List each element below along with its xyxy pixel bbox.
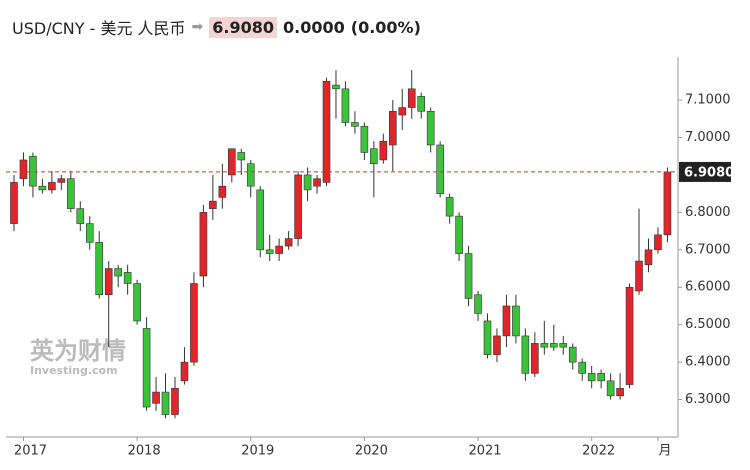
candle-body	[199, 212, 208, 277]
last-price-label: 6.9080	[684, 165, 734, 180]
arrow-icon: ➡	[191, 19, 204, 35]
candle-body	[654, 234, 662, 251]
candle-body	[398, 107, 407, 116]
candle-body	[379, 140, 388, 161]
candle-body	[284, 238, 293, 247]
candle-body	[29, 155, 37, 187]
candle-body	[455, 215, 463, 254]
candle-body	[123, 271, 132, 284]
candle-body	[303, 174, 312, 191]
x-tick-label: 2022	[582, 444, 615, 459]
candle-body	[351, 122, 359, 127]
candle-body	[360, 125, 369, 153]
candle-body	[549, 343, 558, 348]
candle-body	[407, 88, 416, 108]
candle-body	[512, 305, 520, 337]
candle-body	[246, 163, 255, 187]
candle-body	[635, 260, 643, 292]
candle-body	[133, 283, 141, 322]
candle-body	[445, 197, 454, 217]
candle-body	[218, 185, 227, 198]
candle-body	[95, 242, 104, 296]
candle-body	[313, 178, 321, 187]
candle-body	[104, 268, 113, 296]
candle-body	[142, 328, 151, 408]
change-pct: (0.00%)	[350, 17, 421, 37]
y-tick-label: 7.0000	[685, 130, 731, 145]
candle-body	[417, 96, 426, 112]
candle-body	[294, 174, 302, 239]
y-tick-label: 6.4000	[685, 355, 731, 370]
candle-body	[531, 343, 539, 374]
symbol: USD/CNY - 美元 人民币	[12, 19, 186, 38]
last-price: 6.9080	[209, 16, 278, 38]
candle-body	[180, 361, 189, 382]
candle-body	[57, 178, 66, 183]
y-tick-label: 6.3000	[685, 392, 731, 407]
candle-body	[275, 245, 283, 254]
candle-body	[540, 343, 549, 348]
candle-body	[161, 391, 170, 415]
y-tick-label: 6.6000	[685, 280, 731, 295]
x-tick-label: 月	[658, 444, 671, 459]
candle-body	[559, 343, 568, 348]
candle-body	[644, 249, 653, 266]
candle-body	[587, 373, 596, 382]
candle-body	[67, 178, 75, 209]
y-tick-label: 7.1000	[685, 93, 731, 108]
candle-body	[616, 388, 624, 397]
candle-body	[171, 388, 179, 415]
candle-body	[606, 380, 615, 397]
candle-body	[426, 110, 435, 146]
watermark-en: Investing.com	[30, 364, 118, 377]
candle-body	[190, 283, 198, 363]
candle-body	[228, 148, 236, 176]
candle-body	[85, 223, 94, 243]
candle-body	[474, 294, 482, 314]
candle-body	[265, 249, 274, 254]
candle-body	[38, 185, 47, 191]
change: 0.0000	[283, 17, 345, 37]
candle-body	[10, 182, 18, 224]
candle-body	[597, 373, 605, 382]
candle-body	[237, 152, 246, 161]
x-tick-label: 2021	[468, 444, 501, 459]
y-tick-label: 6.5000	[685, 317, 731, 332]
candle-body	[502, 305, 511, 337]
candle-body	[19, 159, 28, 179]
candle-body	[322, 81, 331, 183]
candle-body	[48, 182, 56, 191]
candle-body	[493, 335, 501, 355]
x-tick-label: 2020	[355, 444, 388, 459]
candle-body	[625, 286, 634, 385]
last-price-box	[679, 161, 731, 182]
candle-body	[483, 320, 492, 355]
candle-body	[332, 84, 340, 90]
candle-body	[256, 189, 265, 251]
candle-body	[521, 335, 530, 374]
x-tick-label: 2019	[241, 444, 274, 459]
candle-body	[341, 88, 350, 123]
candle-body	[663, 171, 672, 236]
candle-body	[436, 144, 444, 194]
candle-body	[209, 200, 217, 209]
candle-body	[152, 391, 160, 404]
y-tick-label: 6.7000	[685, 242, 731, 257]
x-tick-label: 2018	[128, 444, 161, 459]
candle-body	[568, 346, 577, 363]
candle-body	[388, 110, 397, 146]
candle-body	[76, 208, 85, 224]
candle-body	[578, 361, 587, 374]
header: USD/CNY - 美元 人民币 ➡ 6.9080 0.0000 (0.00%)	[12, 14, 427, 40]
y-tick-label: 6.8000	[685, 205, 731, 220]
watermark-cn: 英为财情	[30, 337, 126, 365]
candle-body	[114, 268, 122, 277]
x-tick-label: 2017	[14, 444, 47, 459]
candle-body	[464, 253, 473, 299]
candle-body	[370, 148, 378, 164]
